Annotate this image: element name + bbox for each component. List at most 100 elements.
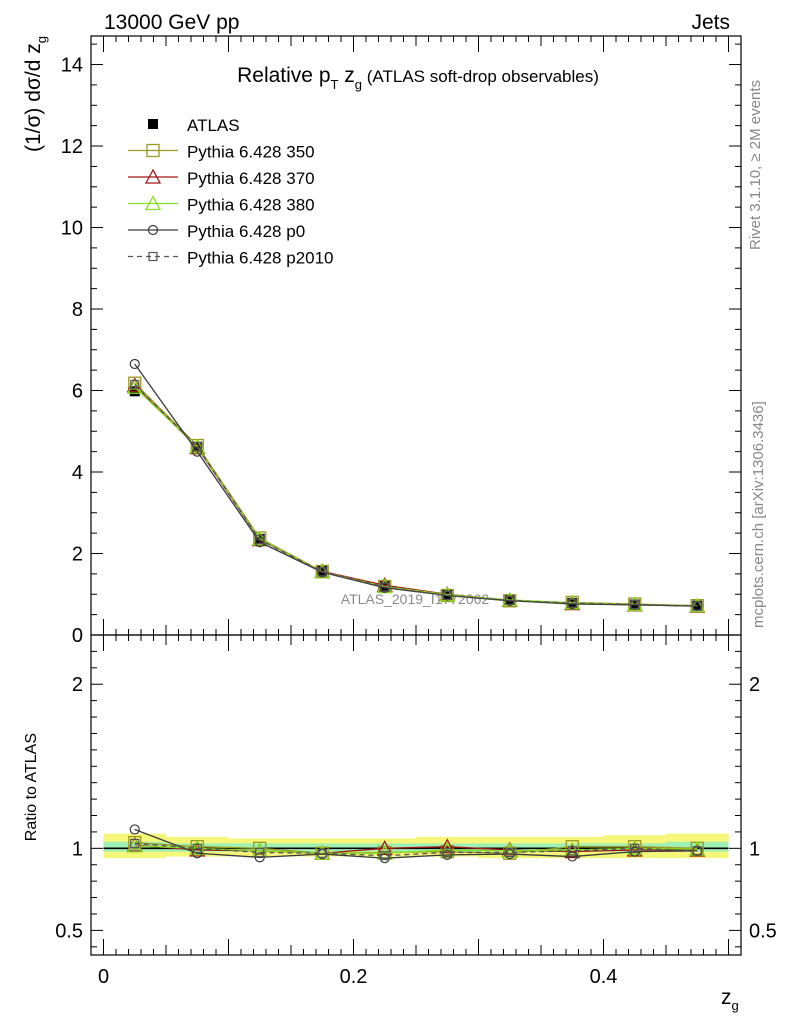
main-ytick-label: 10	[61, 218, 83, 240]
legend-label: Pythia 6.428 350	[187, 143, 315, 162]
marker-circle	[147, 224, 159, 236]
main-ylabel-sub: g	[34, 36, 49, 43]
ratio-band-inner-bin	[103, 841, 166, 852]
title-post: (ATLAS soft-drop observables)	[362, 67, 599, 86]
marker-square-small	[567, 598, 577, 608]
legend-label: Pythia 6.428 p2010	[187, 249, 334, 268]
marker-square-small	[255, 847, 265, 858]
marker-square-small	[630, 599, 640, 610]
marker-square-small	[130, 379, 140, 389]
watermark: ATLAS_2019_I1772062	[341, 591, 490, 607]
marker-square-small	[317, 567, 327, 577]
series-0	[128, 376, 704, 860]
legend-label-atlas: ATLAS	[187, 116, 240, 135]
main-ytick-label: 8	[72, 299, 83, 321]
marker-circle	[192, 446, 203, 457]
marker-triangle	[144, 195, 162, 211]
marker-square-filled	[317, 565, 328, 576]
series-line-main	[134, 385, 698, 607]
series-2	[126, 378, 706, 860]
series-line-ratio	[134, 828, 698, 859]
marker-square-small	[317, 848, 327, 858]
marker-square-small	[130, 838, 140, 849]
ratio-ytick-label: 0.5	[55, 920, 83, 942]
xtick-label: 0	[98, 966, 109, 988]
marker-square-small	[442, 847, 452, 858]
marker-square-small	[567, 846, 577, 856]
marker-square-small	[255, 535, 265, 545]
main-ytick-label: 6	[72, 381, 83, 403]
ratio-ytick-label: 2	[72, 674, 83, 696]
main-ylabel: (1/σ) dσ/d zg	[22, 36, 49, 152]
marker-square-small	[692, 846, 702, 856]
marker-circle	[567, 851, 578, 862]
marker-square-small	[505, 595, 515, 605]
series-line-main	[134, 386, 698, 607]
marker-square-small	[380, 582, 390, 592]
ratio-ytick-label: 1	[72, 838, 83, 860]
plot-title: Relative pT zg (ATLAS soft-drop observab…	[237, 64, 599, 92]
xlabel: zg	[721, 986, 739, 1013]
ratio-band-inner-bin	[228, 843, 291, 852]
main-ytick-label: 12	[61, 136, 83, 158]
marker-triangle	[376, 839, 393, 855]
ratio-ylabel: Ratio to ATLAS	[23, 733, 40, 841]
ratio-ytick-label-right: 1	[749, 838, 760, 860]
marker-square	[253, 841, 267, 855]
ratio-ytick-label-right: 2	[749, 674, 760, 696]
series-line-main	[134, 383, 698, 607]
series-3	[129, 358, 703, 864]
main-ytick-label: 14	[61, 55, 83, 77]
marker-square-filled	[148, 119, 158, 129]
mcplots-label: mcplots.cern.ch [arXiv:1306.3436]	[750, 401, 767, 628]
xtick-label: 0.2	[340, 966, 368, 988]
marker-circle	[192, 848, 203, 859]
header-left: 13000 GeV pp	[104, 11, 239, 34]
header-right: Jets	[691, 11, 730, 34]
marker-square-small	[148, 251, 158, 262]
series-line-main	[134, 382, 698, 607]
marker-circle	[254, 852, 265, 863]
marker-circle	[129, 358, 140, 370]
legend-label: Pythia 6.428 p0	[187, 222, 305, 241]
series-atlas	[129, 386, 703, 611]
marker-square-small	[192, 843, 202, 853]
marker-square	[565, 840, 579, 854]
marker-square-small	[630, 843, 640, 853]
ratio-ytick-label-right: 0.5	[749, 920, 777, 942]
marker-square	[128, 835, 142, 850]
main-ytick-label: 0	[72, 625, 83, 647]
marker-square	[128, 376, 142, 390]
ratio-band-inner-bin	[541, 843, 604, 852]
xtick-label: 0.4	[590, 966, 618, 988]
main-ytick-label: 4	[72, 462, 83, 484]
legend-label: Pythia 6.428 370	[187, 169, 315, 188]
title-mid: z	[338, 64, 354, 87]
series-4	[130, 379, 702, 861]
marker-square-small	[192, 442, 202, 452]
marker-triangle	[439, 838, 456, 854]
title-sub1: T	[331, 77, 339, 92]
title-pre: Relative p	[237, 64, 330, 87]
legend-label: Pythia 6.428 380	[187, 196, 315, 215]
ratio-frame	[90, 634, 742, 956]
marker-square-small	[442, 590, 452, 601]
main-ylabel-pre: (1/σ) dσ/d z	[22, 43, 45, 152]
xlabel-sub: g	[732, 998, 739, 1013]
series-line-ratio	[134, 842, 698, 857]
series-layer	[126, 358, 706, 864]
marker-square-small	[505, 847, 515, 858]
marker-triangle	[144, 168, 162, 184]
title-sub2: g	[355, 77, 362, 92]
marker-circle	[129, 824, 140, 835]
ratio-band-inner-bin	[166, 843, 229, 852]
main-ytick-label: 2	[72, 544, 83, 566]
marker-square	[146, 143, 160, 158]
series-1	[126, 377, 706, 860]
marker-square-small	[692, 601, 702, 611]
series-line-main	[134, 363, 698, 607]
ratio-band-inner-bin	[416, 843, 479, 852]
marker-square-small	[380, 851, 390, 861]
legend: ATLAS Pythia 6.428 350 Pythia 6.428 370 Pyt…	[128, 116, 334, 268]
